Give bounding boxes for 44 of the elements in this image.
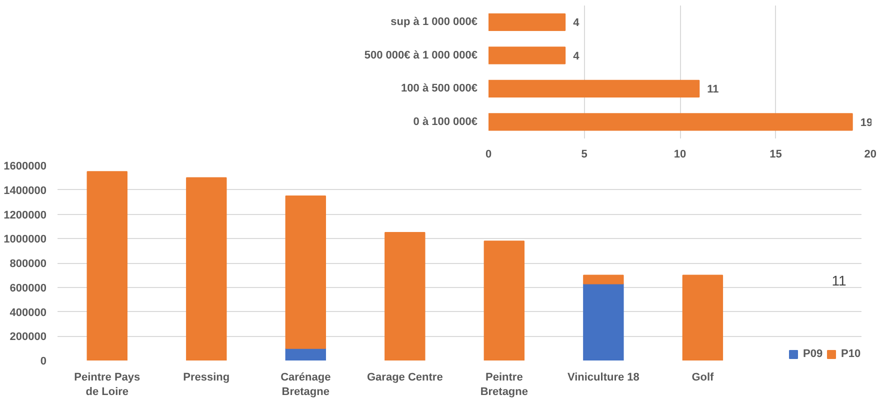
y-tick-label: 100 à 500 000€ (401, 82, 478, 95)
data-label: 11 (707, 84, 719, 96)
bar (186, 177, 227, 360)
bar (682, 274, 724, 360)
bar (285, 195, 326, 349)
data-label: 4 (573, 50, 580, 62)
x-tick-label: 20 (864, 148, 877, 160)
x-tick-label: 15 (770, 148, 782, 160)
y-tick-label: 0 à 100 000€ (413, 116, 478, 128)
x-tick-label: 5 (581, 148, 588, 160)
y-tick-label: 1000000 (4, 234, 47, 246)
legend-label: P10 (841, 348, 861, 360)
y-tick-label: 400000 (10, 306, 47, 319)
x-tick-label: Viniculture 18 (567, 372, 640, 384)
x-tick-label: Peintre Bretagne (480, 372, 528, 398)
x-tick-label: Golf (692, 372, 714, 384)
bar (285, 348, 326, 360)
bar (488, 80, 700, 98)
y-tick-label: 1400000 (4, 184, 47, 197)
y-tick-label: sup à 1 000 000€ (390, 16, 478, 28)
bar (484, 240, 525, 360)
x-tick-label: Garage Centre (367, 372, 443, 384)
x-tick-label: 0 (485, 148, 492, 160)
x-tick-label: Pressing (183, 372, 230, 384)
bar (583, 283, 624, 360)
y-tick-label: 600000 (10, 282, 47, 294)
bar (384, 232, 426, 360)
bar (583, 274, 624, 284)
y-tick-label: 500 000€ à 1 000 000€ (364, 49, 478, 62)
y-tick-label: 1600000 (4, 160, 47, 172)
y-tick-label: 1200000 (4, 209, 47, 222)
x-tick-label: Peintre Pays de Loire (74, 372, 140, 398)
x-tick-label: Carénage Bretagne (280, 372, 331, 398)
y-tick-label: 0 (40, 356, 47, 368)
bar (488, 13, 566, 31)
bar (86, 171, 128, 360)
data-label: 4 (573, 17, 580, 30)
bar (488, 113, 853, 131)
legend-label: P09 (803, 348, 823, 360)
x-tick-label: 10 (674, 148, 686, 160)
y-tick-label: 200000 (10, 331, 47, 344)
text: 11 (832, 272, 846, 288)
bar (488, 46, 566, 64)
y-tick-label: 800000 (10, 258, 47, 270)
